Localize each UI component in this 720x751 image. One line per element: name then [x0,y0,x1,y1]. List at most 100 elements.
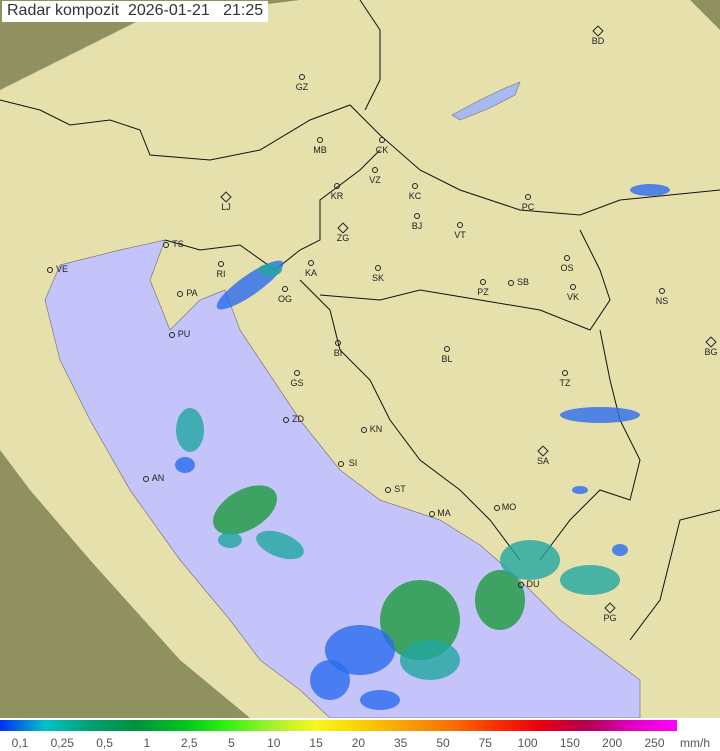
rain-cell [310,660,350,700]
city-label: PA [186,288,198,298]
city-label: OS [560,263,574,273]
city-marker [494,505,500,511]
scale-tick: 150 [559,736,580,750]
rain-cell [560,407,640,423]
city-label: BI [333,348,343,358]
rain-cell [218,532,242,548]
city-label: BG [704,347,718,357]
city-marker [562,370,568,376]
city-label: TS [172,239,184,249]
city-label: CK [375,145,389,155]
scale-tick: 1 [143,736,151,750]
city-marker [282,286,288,292]
city-marker [294,370,300,376]
rain-cell [175,457,195,473]
rain-cell [475,570,525,630]
city-marker [299,74,305,80]
city-marker [361,427,367,433]
city-marker [372,167,378,173]
rain-cell [256,530,304,560]
city-label: MB [313,145,327,155]
city-label: KN [369,424,383,434]
city-marker [480,279,486,285]
city-label: RI [216,269,226,279]
rain-cell [325,625,395,675]
city-label: OG [277,294,293,304]
scale-tick: 200 [602,736,623,750]
city-label: ZG [336,233,350,243]
city-label: ST [394,484,406,494]
city-marker [444,346,450,352]
scale-tick: 2,5 [180,736,198,750]
city-label: DU [526,579,540,589]
city-label: KA [304,268,318,278]
city-marker [525,194,531,200]
city-marker [508,280,514,286]
country-borders [0,0,720,641]
city-marker [163,242,169,248]
radar-map [0,0,720,718]
title-text: Radar kompozit [7,2,120,19]
city-label: VK [566,292,580,302]
city-label: GZ [295,82,309,92]
rain-cell [500,540,560,580]
scale-tick: 250 [644,736,665,750]
rain-cell [560,565,620,595]
city-label: LJ [221,202,231,212]
rain-cell [572,486,588,494]
title-time: 21:25 [223,2,264,19]
city-marker [570,284,576,290]
city-marker [143,476,149,482]
city-marker [177,291,183,297]
city-marker [379,137,385,143]
city-label: PZ [477,287,489,297]
city-marker [518,582,524,588]
city-label: TZ [559,378,571,388]
city-marker [457,222,463,228]
rain-echoes [175,184,670,710]
scale-tick: 35 [394,736,408,750]
city-marker [564,255,570,261]
city-label: KC [408,191,422,201]
city-marker [334,183,340,189]
city-label: SB [516,277,530,287]
title-date: 2026-01-21 [127,2,210,19]
city-marker [385,487,391,493]
rain-cell [360,690,400,710]
city-label: BJ [411,221,423,231]
city-label: SK [371,273,385,283]
scale-tick: 10 [267,736,281,750]
city-label: GS [290,378,304,388]
scale-tick: 15 [309,736,323,750]
rain-cell [176,408,204,452]
scale-tick: 75 [478,736,492,750]
city-label: NS [655,296,669,306]
city-marker [283,417,289,423]
scale-tick: 100 [517,736,538,750]
city-marker [335,340,341,346]
city-label: MA [437,508,451,518]
rain-cell [400,640,460,680]
city-label: KR [330,191,344,201]
city-label: ZD [292,414,304,424]
city-marker [308,260,314,266]
city-label: SI [348,458,358,468]
city-marker [169,332,175,338]
scale-tick: 0,5 [96,736,113,750]
rain-cell [213,485,277,535]
city-marker [659,288,665,294]
city-marker [47,267,53,273]
scale-tick: 0,1 [11,736,29,750]
city-marker [317,137,323,143]
scale-tick: 20 [351,736,366,750]
rain-cell [612,544,628,556]
city-label: MO [501,502,517,512]
city-marker [218,261,224,267]
city-marker [412,183,418,189]
scale-tick: 0,25 [50,736,74,750]
scale-tick: 50 [436,736,450,750]
city-label: VZ [369,175,381,185]
city-label: AN [151,473,165,483]
city-label: PU [177,329,191,339]
map-title: Radar kompozit 2026-01-21 21:25 [2,1,269,22]
